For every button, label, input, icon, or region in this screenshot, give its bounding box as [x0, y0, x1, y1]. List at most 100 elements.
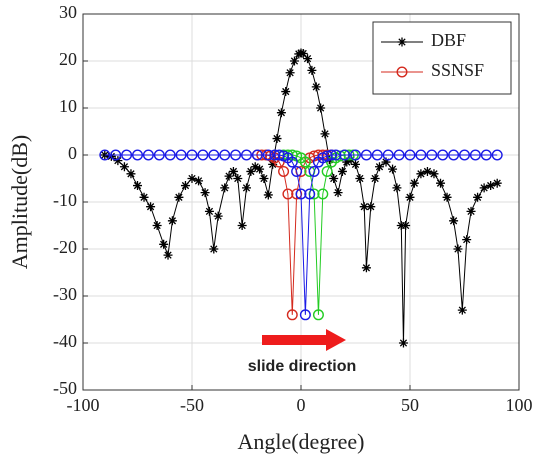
marker [422, 166, 432, 176]
marker [382, 149, 394, 161]
y-tick-label: 0 [68, 143, 77, 163]
marker [110, 149, 122, 161]
x-tick-label: -50 [180, 395, 204, 415]
marker [473, 192, 483, 202]
marker [405, 192, 415, 202]
x-axis-label: Angle(degree) [237, 429, 364, 454]
legend-label: DBF [431, 30, 466, 50]
annotation: slide direction [248, 358, 356, 375]
marker [415, 149, 427, 161]
marker [278, 165, 290, 177]
marker [276, 108, 286, 118]
marker [240, 149, 252, 161]
marker [342, 157, 352, 167]
marker [330, 149, 342, 161]
marker [175, 149, 187, 161]
marker [426, 149, 438, 161]
marker [246, 166, 256, 176]
marker [416, 169, 426, 179]
arrow-head [326, 329, 346, 351]
marker [113, 156, 123, 166]
marker [187, 174, 197, 183]
marker [486, 181, 496, 191]
marker [197, 149, 209, 161]
marker [153, 149, 165, 161]
marker [374, 162, 384, 172]
marker [393, 149, 405, 161]
marker [339, 149, 351, 161]
marker [321, 165, 333, 177]
marker [131, 149, 143, 161]
marker [289, 56, 299, 66]
marker [371, 149, 383, 161]
marker [295, 188, 307, 200]
marker [457, 305, 467, 315]
marker [167, 216, 177, 226]
marker [291, 165, 303, 177]
marker [401, 221, 411, 230]
marker [317, 188, 329, 200]
marker [219, 149, 231, 161]
marker [312, 309, 324, 321]
marker [259, 174, 269, 183]
marker [429, 169, 439, 179]
y-tick-label: -10 [53, 190, 77, 210]
marker [200, 188, 210, 198]
marker [263, 190, 273, 200]
marker [307, 65, 317, 75]
x-tick-label: 100 [506, 395, 533, 415]
marker [398, 338, 408, 348]
marker [491, 149, 503, 161]
marker [186, 149, 198, 161]
marker [159, 239, 169, 249]
marker [237, 221, 247, 230]
marker [442, 192, 452, 202]
marker [388, 164, 398, 174]
marker [99, 149, 111, 161]
marker [180, 181, 190, 191]
marker [409, 178, 419, 188]
marker [262, 149, 274, 161]
x-tick-label: -100 [67, 395, 100, 415]
marker [298, 48, 308, 58]
y-axis-label: Amplitude(dB) [7, 135, 32, 269]
y-tick-label: 30 [59, 2, 77, 22]
marker [242, 183, 251, 193]
marker [224, 171, 234, 181]
slide-arrow [262, 329, 346, 351]
marker [469, 149, 481, 161]
marker [282, 188, 294, 200]
legend: DBF SSNSF [372, 21, 512, 95]
marker [320, 129, 330, 139]
marker [360, 149, 372, 161]
marker [152, 221, 162, 230]
marker [359, 202, 369, 212]
marker [404, 149, 416, 161]
y-tick-label: -20 [53, 237, 77, 257]
arrow-shaft [262, 335, 328, 345]
marker [250, 162, 260, 172]
y-tick-label: -40 [53, 331, 77, 351]
marker [163, 250, 173, 260]
marker [361, 263, 371, 273]
marker [286, 156, 298, 168]
y-tick-label: -30 [53, 284, 77, 304]
marker [311, 82, 321, 92]
marker [366, 202, 376, 212]
marker [397, 37, 407, 47]
series-layer [99, 48, 503, 348]
marker [448, 149, 460, 161]
marker [220, 183, 230, 193]
marker [142, 149, 154, 161]
marker [304, 188, 316, 200]
y-tick-label: 20 [59, 49, 77, 69]
marker [213, 211, 223, 221]
marker [164, 149, 176, 161]
marker [299, 309, 311, 321]
marker [396, 66, 408, 78]
marker [437, 149, 449, 161]
marker [139, 192, 149, 202]
marker [453, 244, 463, 254]
marker [194, 176, 204, 186]
